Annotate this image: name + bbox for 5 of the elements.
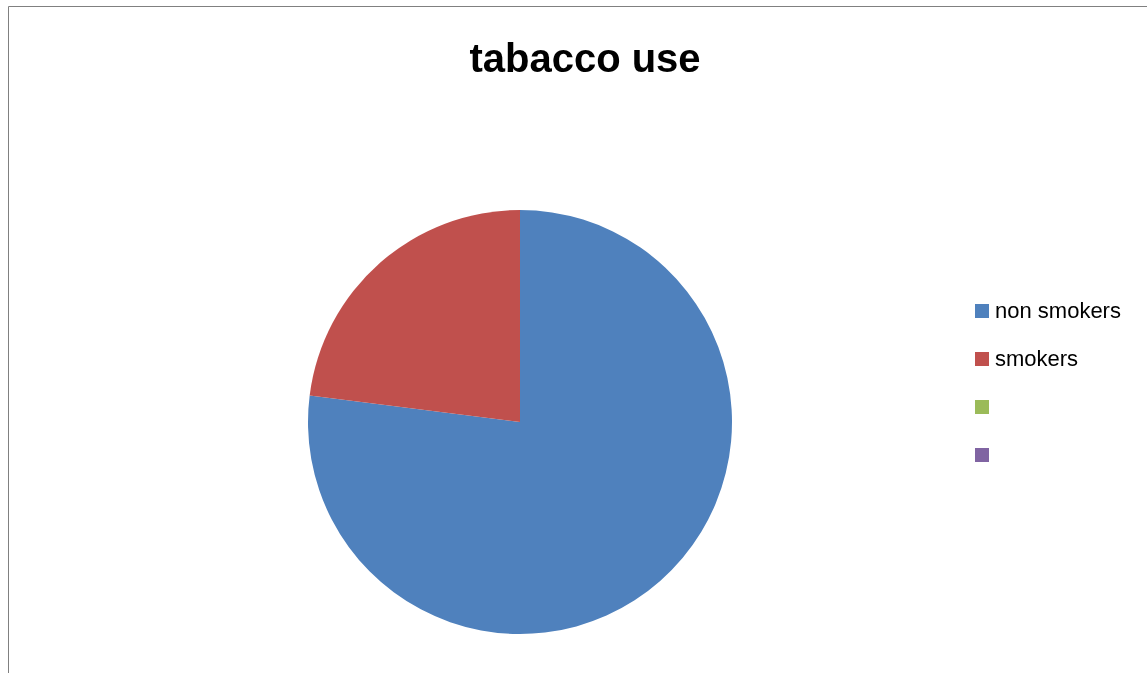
legend-label: smokers xyxy=(995,346,1079,371)
chart-title: tabacco use xyxy=(469,36,701,80)
pie-slice xyxy=(308,210,732,634)
legend-label: non smokers xyxy=(995,298,1121,323)
pie-slice xyxy=(309,210,520,422)
